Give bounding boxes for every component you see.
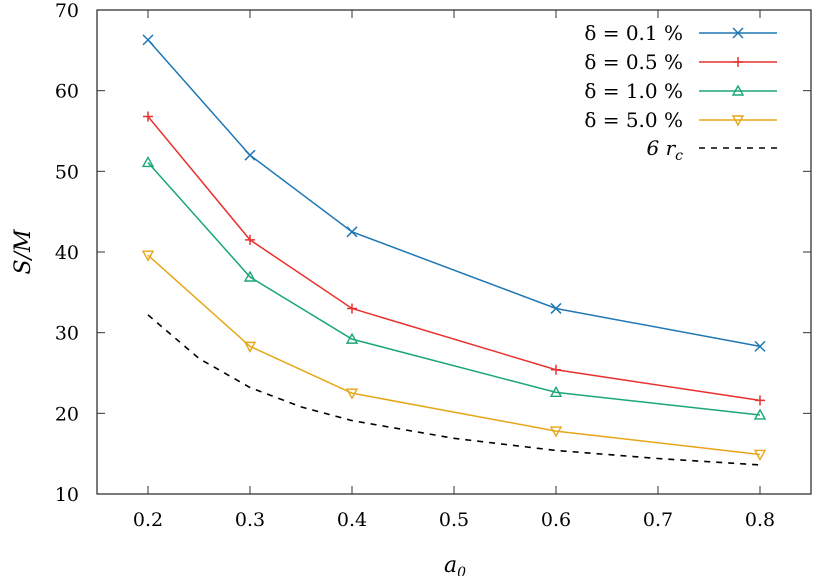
plot-frame — [96, 9, 812, 495]
x-tick-label: 0.8 — [745, 509, 775, 531]
series-6-r-c — [147, 314, 761, 466]
y-tick-label: 10 — [55, 484, 79, 506]
series--1-0- — [141, 156, 767, 420]
series--0-1- — [142, 34, 766, 352]
legend: δ = 0.1 % δ = 0.5 % δ = 1.0 % δ = 5.0 % 6 rc — [584, 21, 777, 164]
legend-item: δ = 1.0 % — [584, 79, 777, 103]
x-tick-label: 0.6 — [541, 509, 571, 531]
legend-item: δ = 5.0 % — [584, 108, 777, 132]
x-axis-label: a0 — [444, 553, 466, 576]
y-axis-label: S/M — [11, 229, 36, 274]
legend-label: δ = 1.0 % — [584, 79, 683, 103]
x-tick-label: 0.7 — [643, 509, 673, 531]
legend-label: 6 rc — [647, 136, 684, 164]
series--5-0- — [141, 250, 767, 461]
y-tick-label: 50 — [55, 161, 79, 183]
axis-ticks: 0.2 0.3 0.4 0.5 0.6 0.7 0.8 10 20 30 40 50 60 70 — [55, 0, 811, 531]
x-tick-label: 0.2 — [133, 509, 163, 531]
legend-label: δ = 5.0 % — [584, 108, 683, 132]
y-tick-label: 20 — [55, 403, 79, 425]
y-tick-label: 70 — [55, 0, 79, 22]
legend-item: δ = 0.1 % — [584, 21, 777, 45]
y-tick-label: 40 — [55, 242, 79, 264]
series--0-5- — [143, 111, 765, 406]
legend-item: δ = 0.5 % — [584, 50, 777, 74]
legend-item: 6 rc — [647, 136, 777, 164]
legend-label: δ = 0.5 % — [584, 50, 683, 74]
y-tick-label: 30 — [55, 323, 79, 345]
data-series — [141, 34, 767, 466]
x-tick-label: 0.5 — [439, 509, 469, 531]
legend-label: δ = 0.1 % — [584, 21, 683, 45]
x-tick-label: 0.3 — [235, 509, 265, 531]
x-tick-label: 0.4 — [337, 509, 367, 531]
y-tick-label: 60 — [55, 81, 79, 103]
